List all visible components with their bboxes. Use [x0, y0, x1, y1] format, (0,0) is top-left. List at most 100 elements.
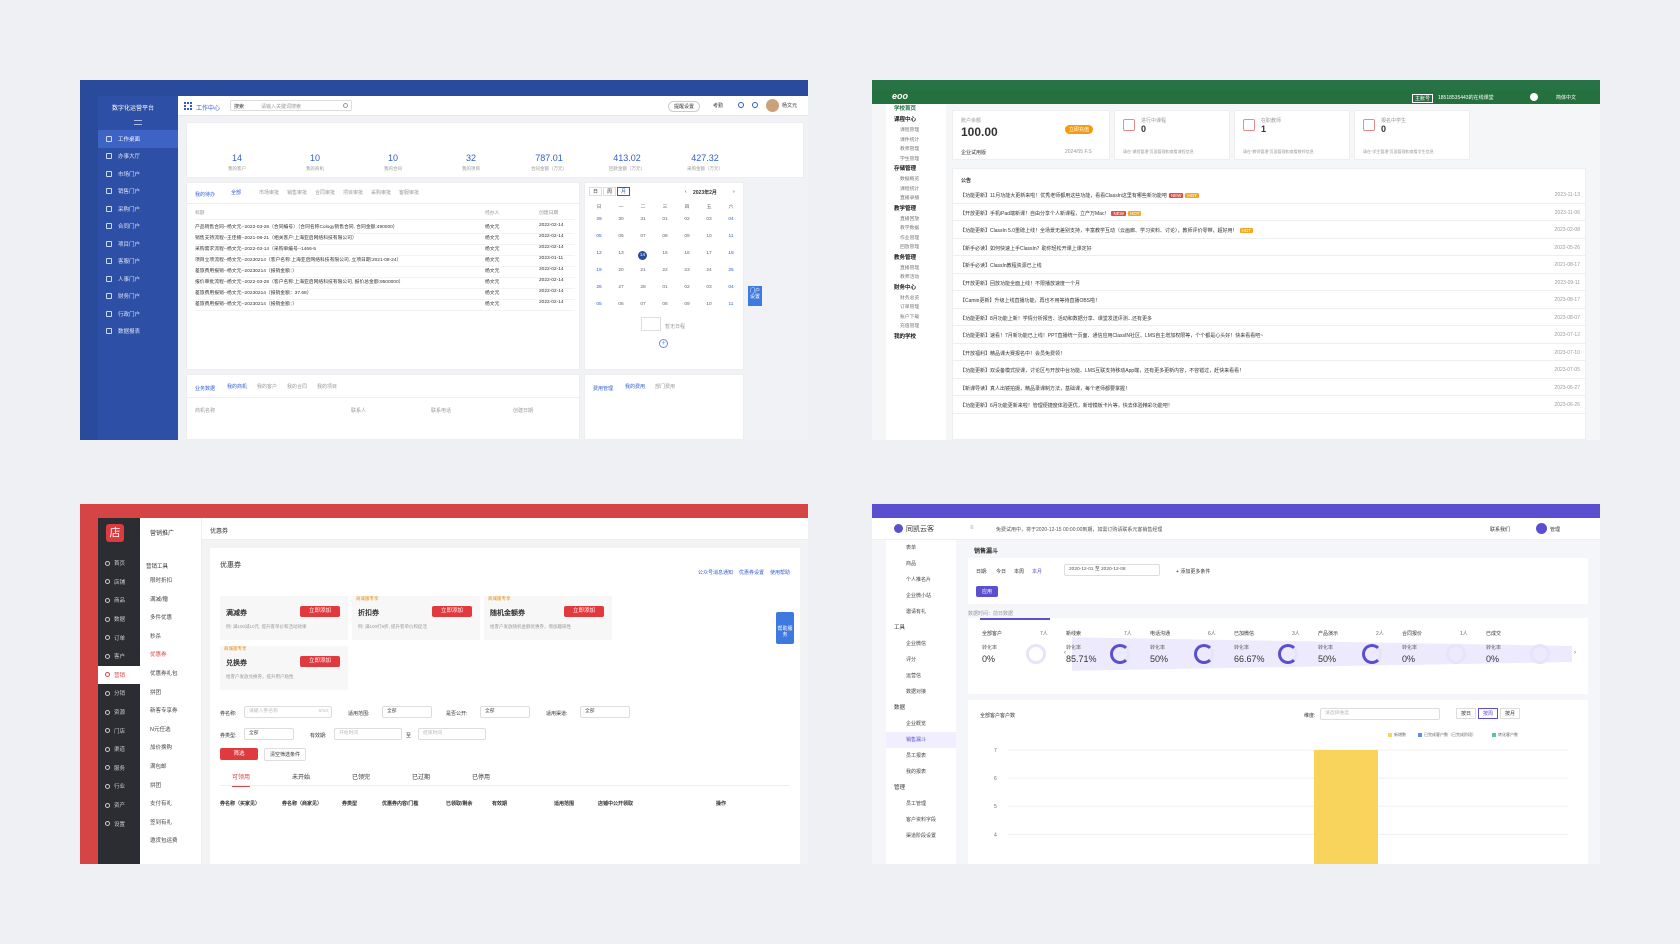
submenu-item[interactable]: 优惠券礼包 — [150, 670, 178, 677]
notice-row[interactable]: 【新手必读】如何快速上手ClassIn？助你轻松开课上课定好 2022-05-26 — [952, 239, 1586, 256]
menu-item[interactable]: 课程统计 — [900, 186, 920, 192]
coupon-type-2[interactable]: 商城版专享 随机金额券 给客户发放随机金额优惠券，增加趣味性 立即添加 — [484, 596, 612, 640]
user-name[interactable]: 杨文元 — [782, 103, 798, 109]
filter-button[interactable]: 筛选 — [220, 748, 258, 760]
cal-day[interactable]: 04 — [728, 285, 734, 290]
clear-filter-button[interactable]: 清空筛选条件 — [264, 748, 307, 761]
table-row[interactable]: 产品销售合同--杨文元--2022-03-28（合同编号）（合同名称Cology… — [195, 223, 575, 234]
funnel-stage-2[interactable]: 电话沟通 6人 转化率 50% — [1150, 618, 1236, 682]
sidebar-item-13[interactable]: 资产 — [98, 796, 140, 815]
biz-filter-2[interactable]: 我的合同 — [287, 384, 308, 390]
todo-filter-2[interactable]: 销售审批 — [287, 190, 308, 196]
row-title[interactable]: 产品销售合同--杨文元--2022-03-28（合同编号）（合同名称Cology… — [195, 225, 398, 230]
submenu-item[interactable]: 多件优惠 — [150, 615, 173, 622]
sidebar-item-3[interactable]: 数据 — [98, 610, 140, 629]
notice-title[interactable]: 【新手必读】ClassIn教程资源已上线 — [960, 263, 1042, 269]
funnel-stage-3[interactable]: 已加微信 3人 转化率 66.67% — [1234, 618, 1320, 682]
notice-row[interactable]: 【功能更新】速看！7月新功能已上线！PPT直播统一页面、通信应用ClassIN社… — [952, 326, 1586, 344]
cal-day[interactable]: 08 — [662, 234, 668, 239]
menu-item[interactable]: 数据对接 — [906, 689, 927, 695]
menu-item[interactable]: 表单 — [906, 545, 917, 551]
stat-4[interactable]: 787.01 合同金额（万元） — [509, 153, 589, 172]
start-date-input[interactable]: 开始时间 — [334, 728, 402, 740]
notice-text[interactable]: 【新课导读】真人出镜拍摄，精品录课制方法，基础课，每个老师都要掌握！ — [960, 385, 1130, 392]
todo-filter-6[interactable]: 客服审批 — [399, 190, 420, 196]
add-coupon-button[interactable]: 立即添加 — [432, 606, 472, 617]
date-option-2[interactable]: 本月 — [1032, 569, 1043, 575]
notice-title[interactable]: 【功能更新】ClassIn 5.0重磅上线！全场景无差别支持，丰富教学互动（云画… — [960, 228, 1238, 234]
cal-prev-icon[interactable]: ‹ — [685, 189, 687, 195]
notice-text[interactable]: 【开放福利】精品课大赛报名中！会员免费领！ — [960, 350, 1065, 357]
notice-text[interactable]: 【开放更新】手机iPad端新课！自由分享个人新课程，立产万Mac！ NEW HOT — [960, 210, 1142, 217]
notice-text[interactable]: 【功能更新】ClassIn 5.0重磅上线！全场景无差别支持，丰富教学互动（云画… — [960, 227, 1254, 234]
sidebar-item-9[interactable]: 财务门户 — [98, 288, 178, 306]
funnel-stage-4[interactable]: 产品演示 2人 转化率 50% — [1318, 618, 1404, 682]
todo-tab[interactable]: 我的待办 — [195, 192, 216, 198]
cal-day[interactable]: 02 — [684, 285, 690, 290]
row-title[interactable]: 差旅费用报销--杨文元--20230214（报销金额：37.68） — [195, 291, 312, 296]
notice-text[interactable]: 【新手必读】如何快速上手ClassIn？助你轻松开课上课定好 — [960, 245, 1092, 252]
help-link-1[interactable]: 优惠券设置 — [738, 570, 764, 576]
notice-row[interactable]: 【开放福利】精品课大赛报名中！会员免费领！ 2023-07-10 — [952, 344, 1586, 361]
cal-day[interactable]: 11 — [728, 234, 734, 239]
notice-row[interactable]: 【功能更新】8月功能上新！学情分析报告、活动和数据分享、课堂发送评测...还有更… — [952, 309, 1586, 326]
fee-tab[interactable]: 费用管理 — [593, 386, 614, 392]
sidebar-item-4[interactable]: 采购门户 — [98, 200, 178, 218]
add-condition-button[interactable]: + 添加更多条件 — [1176, 569, 1211, 575]
cal-day[interactable]: 05 — [596, 234, 602, 239]
portal-settings-float[interactable]: 门户设置 — [748, 286, 762, 306]
menu-group-1[interactable]: 课程中心 — [894, 117, 917, 123]
notice-title[interactable]: 【功能更新】8月功能上新！学情分析报告、活动和数据分享、课堂发送评测...还有更… — [960, 315, 1152, 322]
sidebar-item-10[interactable]: 渠道 — [98, 740, 140, 759]
cal-day[interactable]: 29 — [596, 217, 602, 222]
cal-day[interactable]: 03 — [706, 217, 712, 222]
menu-item[interactable]: 我的报表 — [906, 769, 927, 775]
menu-item[interactable]: 数据概览 — [900, 177, 920, 182]
submenu-item[interactable]: 支付有礼 — [150, 801, 173, 808]
help-service-float[interactable]: 帮助服务 — [776, 612, 794, 644]
biz-filter-0[interactable]: 我的商机 — [227, 384, 248, 390]
table-row[interactable]: 采购需求流程--杨文元--2022-03-14（采购单编号--1466-5 杨文元… — [195, 245, 575, 256]
submenu-item[interactable]: 优惠券 — [150, 652, 167, 659]
menu-item[interactable]: 直播管理 — [900, 265, 920, 271]
menu-item[interactable]: 数据 — [894, 705, 906, 711]
menu-group-3[interactable]: 教学管理 — [894, 205, 917, 212]
summary-card-1[interactable]: 在职教师 1 请在“教师管理”页面管理和查看教师信息 — [1234, 110, 1350, 160]
tab-4[interactable]: 已停用 — [472, 775, 491, 781]
channel-select[interactable]: 全部 — [580, 706, 630, 718]
cal-day[interactable]: 12 — [596, 251, 602, 256]
cal-day[interactable]: 20 — [618, 268, 624, 273]
menu-group-5[interactable]: 财务中心 — [894, 284, 917, 291]
notice-text[interactable]: 【功能更新】6月功能更新来啦！管理便捷度体验更优，新增模板卡片等，快去体验精彩功… — [960, 402, 1173, 409]
menu-item[interactable]: 财务总览 — [900, 295, 920, 301]
table-row[interactable]: 报价审批流程--杨文元--2022-03-28（客户名称:上海亚启网络科技有限公… — [195, 278, 575, 289]
menu-item[interactable]: 直播录播 — [900, 196, 920, 201]
menu-item[interactable]: 渠道阶段设置 — [906, 833, 937, 839]
cal-day[interactable]: 18 — [728, 251, 734, 256]
account-name[interactable]: 18518535443的在线课堂 — [1438, 95, 1494, 101]
shield-icon[interactable] — [738, 102, 744, 108]
sidebar-item-3[interactable]: 销售门户 — [98, 183, 178, 201]
notice-title[interactable]: 【功能更新】双设备模式授课，讨论区与开放中台功能、LMS互联支持移动App端，还… — [960, 368, 1245, 374]
sidebar-item-1[interactable]: 店铺 — [98, 573, 140, 592]
sidebar-item-8[interactable]: 资源 — [98, 703, 140, 722]
avatar[interactable] — [766, 99, 779, 112]
sidebar-item-2[interactable]: 市场门户 — [98, 165, 178, 183]
submenu-item[interactable]: 拼团 — [150, 689, 162, 696]
cal-mode-0[interactable]: 日 — [589, 187, 603, 196]
menu-item[interactable]: 个人推名片 — [906, 577, 932, 583]
menu-item[interactable]: 员工管理 — [906, 801, 927, 807]
row-title[interactable]: 差旅费用报销--杨文元--20230214（报销金额：） — [195, 269, 298, 274]
cal-day[interactable]: 30 — [618, 217, 624, 222]
notice-title[interactable]: 【开放更新】回放功能全面上线！不限播放速度一个月 — [960, 280, 1081, 287]
cal-day[interactable]: 01 — [662, 217, 668, 222]
biz-tab[interactable]: 业务数据 — [195, 386, 216, 392]
bar-new-count[interactable] — [1314, 750, 1378, 864]
menu-item[interactable]: 商品 — [906, 561, 917, 567]
menu-collapse-icon[interactable] — [134, 120, 142, 125]
biz-filter-3[interactable]: 我的项目 — [317, 384, 338, 390]
public-select[interactable]: 全部 — [480, 706, 530, 718]
fee-filter-1[interactable]: 部门费用 — [655, 384, 676, 390]
menu-group-6[interactable]: 我的学校 — [894, 333, 917, 340]
row-title[interactable]: 采购需求流程--杨文元--2022-03-14（采购单编号--1466-5 — [195, 247, 317, 252]
